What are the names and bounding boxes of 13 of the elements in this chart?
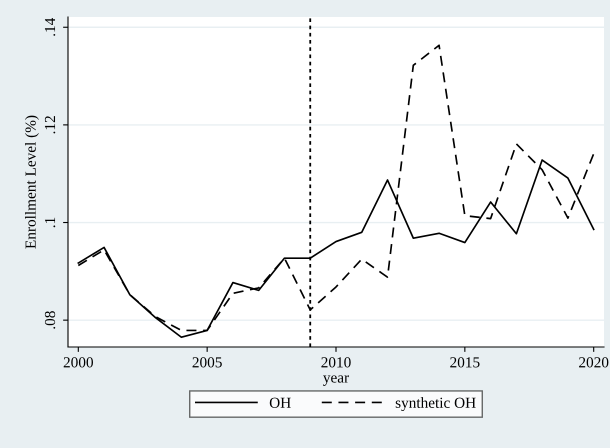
x-tick-label: 2020 xyxy=(579,357,608,368)
x-tick-label: 2005 xyxy=(192,357,222,368)
x-tick-label: 2015 xyxy=(450,357,480,368)
x-axis-title: year xyxy=(323,375,350,386)
y-tick-label: .1 xyxy=(44,218,56,228)
legend-label: OH xyxy=(270,398,291,408)
x-tick-label: 2000 xyxy=(64,357,94,368)
y-tick-label: .14 xyxy=(44,18,56,36)
y-tick-label: .08 xyxy=(44,311,56,329)
x-tick-label: 2010 xyxy=(321,357,351,368)
legend-label: synthetic OH xyxy=(396,397,476,412)
y-axis-title: Enrollment Level (%) xyxy=(25,116,39,249)
y-tick-label: .12 xyxy=(44,116,56,134)
